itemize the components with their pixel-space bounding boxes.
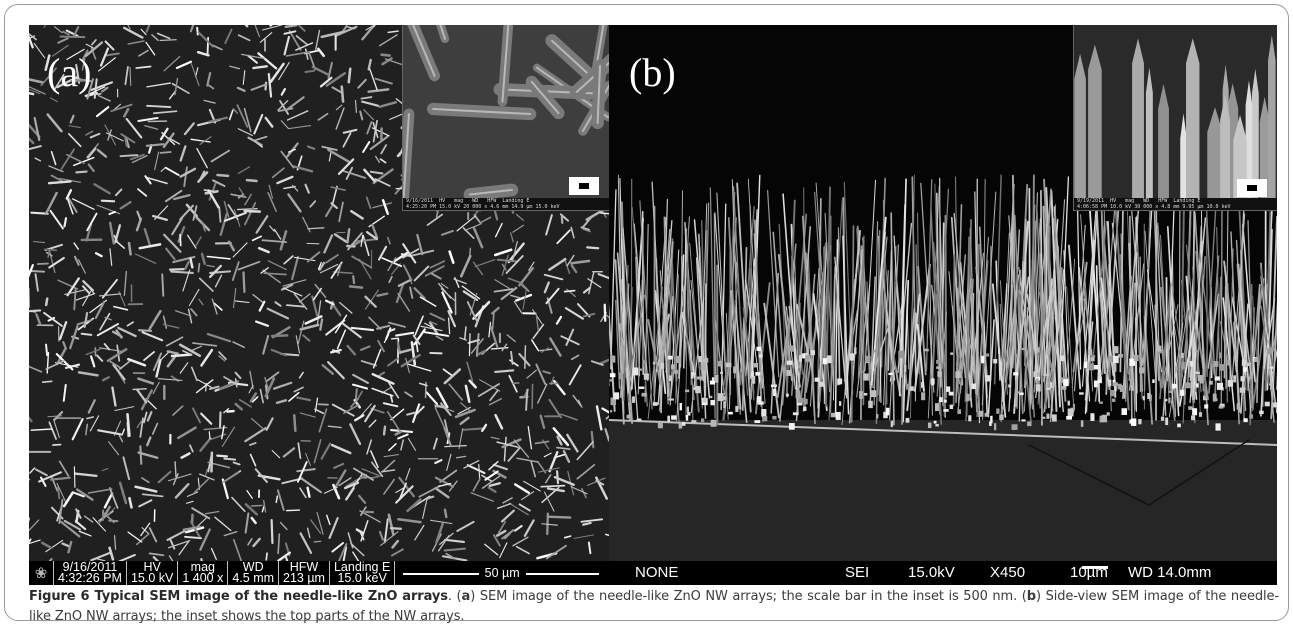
databar-scale-label: 10µm	[1070, 564, 1108, 581]
databar-hv-value: 15.0 kV	[130, 571, 174, 585]
databar-time: 4:32:26 PM	[58, 571, 122, 585]
databar-hfw-value: 213 µm	[283, 571, 325, 585]
databar-hv-cell: HV 15.0 kV	[125, 560, 177, 585]
databar-landing-cell: Landing E 15.0 keV	[328, 560, 394, 585]
panel-a-inset: 9/16/2011 HV mag WD HFW Landing E 4:25:2…	[402, 25, 609, 211]
inset-a-closeup-image	[403, 25, 609, 210]
databar-scale-bar	[1082, 566, 1108, 569]
databar-wd-value: 4.5 mm	[232, 571, 275, 585]
inset-a-metadata: 9/16/2011 HV mag WD HFW Landing E 4:25:2…	[403, 198, 609, 210]
databar-hfw-label: HFW	[289, 560, 319, 574]
panel-a-databar: ❀ 9/16/2011 4:32:26 PM HV 15.0 kV mag 1 …	[29, 561, 609, 585]
databar-mag-cell: mag 1 400 x	[177, 561, 227, 585]
databar-mag-label: mag	[190, 560, 215, 574]
databar-date: 9/16/2011	[62, 560, 118, 574]
inset-b-tips-image	[1074, 25, 1277, 210]
databar-hfw-cell: HFW 213 µm	[278, 561, 329, 585]
panel-a-label: (a)	[47, 50, 92, 95]
caption-text-3: ) Side-view SEM image of the needle-like…	[29, 589, 1280, 624]
inset-b-metadata: 9/19/2011 HV mag WD HFW Landing E 4:06:5…	[1074, 198, 1277, 210]
instrument-logo-icon: ❀	[34, 565, 48, 582]
inset-a-scale-bar	[569, 177, 599, 195]
databar-signal: SEI	[845, 564, 870, 581]
databar-date-cell: 9/16/2011 4:32:26 PM	[53, 561, 126, 585]
databar-detector-mode: NONE	[635, 564, 679, 581]
databar-landing-label: Landing E	[333, 560, 391, 574]
panel-b-databar: NONE SEI 15.0kV X450 10µm WD 14.0mm	[609, 561, 1277, 585]
caption-title: Figure 6 Typical SEM image of the needle…	[29, 589, 448, 604]
figure-caption: Figure 6 Typical SEM image of the needle…	[29, 587, 1279, 625]
scale-bar-label: 50 µm	[478, 566, 526, 580]
databar-hv-label: HV	[143, 560, 161, 574]
databar-scale-bar: 50 µm	[394, 561, 609, 585]
caption-label-b: b	[1026, 589, 1036, 604]
databar-wd-label: WD	[242, 560, 264, 574]
caption-text-1: . (	[447, 589, 462, 604]
databar-working-distance: WD 14.0mm	[1128, 564, 1212, 581]
sem-panel-b: (b) 9/19/2011 HV mag WD HFW Landing E 4:…	[609, 25, 1277, 585]
panel-b-label: (b)	[629, 50, 676, 95]
caption-label-a: a	[461, 589, 471, 604]
panel-b-inset: 9/19/2011 HV mag WD HFW Landing E 4:06:5…	[1073, 25, 1277, 211]
caption-text-2: ) SEM image of the needle-like ZnO NW ar…	[470, 589, 1027, 604]
inset-b-scale-bar	[1237, 179, 1267, 197]
databar-magnification: X450	[990, 564, 1026, 581]
databar-mag-value: 1 400 x	[182, 571, 224, 585]
databar-wd-cell: WD 4.5 mm	[227, 561, 278, 585]
sem-panel-a: (a) 9/16/2011 HV mag WD HFW Landing E 4:…	[29, 25, 609, 585]
databar-landing-value: 15.0 keV	[337, 571, 387, 585]
databar-voltage: 15.0kV	[908, 564, 955, 581]
